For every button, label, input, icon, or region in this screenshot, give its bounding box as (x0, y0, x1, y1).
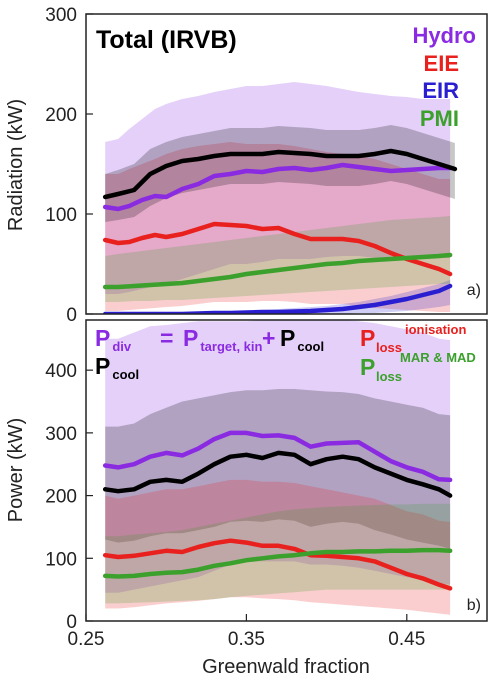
band-total-irvb (105, 125, 455, 222)
panel-a-lines (102, 148, 458, 314)
series-line-pmi (102, 252, 453, 290)
series-line-p-cool (102, 450, 453, 498)
legend-ploss-mar: P (360, 354, 375, 380)
legend-ploss-ionisation: P (360, 325, 375, 351)
legend-ploss-mar-sup: MAR & MAD (400, 350, 476, 365)
y-tick-label: 300 (45, 424, 77, 445)
panel-b-label: b) (467, 597, 481, 614)
panel-b: 0 100 200 300 400 0.25 0.35 0.45 b) Power (kW)… (5, 319, 488, 678)
y-tick-label: 100 (45, 205, 77, 226)
legend-eie: EIE (424, 51, 459, 76)
legend-ploss-mar-sub: loss (376, 369, 402, 384)
x-tick-label: 0.45 (388, 629, 425, 650)
panel-b-ylabel: Power (kW) (5, 418, 27, 522)
legend-plus: + (262, 325, 275, 351)
y-tick-label: 200 (45, 105, 77, 126)
y-tick-label: 300 (45, 5, 77, 26)
panel-a: 0 100 200 300 Total (IRVB) Hydro EIE EIR PM… (5, 5, 488, 326)
legend-hydro: Hydro (412, 23, 476, 48)
series-line-eie (102, 221, 453, 277)
y-tick-label: 100 (45, 549, 77, 570)
panel-a-frame (85, 13, 488, 315)
series-line-hydro (102, 162, 453, 212)
x-tick-label: 0.25 (68, 629, 105, 650)
panel-b-xticks: 0.25 0.35 0.45 (68, 614, 425, 650)
band-p-div (105, 320, 451, 593)
legend-ploss-ionisation-sup: ionisation (405, 322, 466, 337)
series-line-p-loss-ionisation (102, 538, 453, 591)
legend-ploss-ionisation-sub: loss (376, 340, 402, 355)
series-line-total-irvb (102, 148, 458, 200)
legend-eir: EIR (422, 78, 459, 103)
x-axis-label: Greenwald fraction (202, 656, 370, 678)
panel-b-frame (85, 319, 488, 622)
panel-a-title: Total (IRVB) (96, 26, 237, 54)
band-p-loss-mar-mad (105, 503, 451, 604)
y-tick-label: 0 (66, 305, 77, 326)
y-tick-label: 0 (66, 612, 77, 633)
series-line-p-loss-mar-mad (102, 547, 453, 579)
legend-equals: = (160, 325, 173, 351)
y-tick-label: 400 (45, 361, 77, 382)
series-line-p-div (102, 430, 453, 483)
legend-pmi: PMI (420, 106, 459, 131)
panel-b-yticks: 0 100 200 300 400 (45, 361, 93, 633)
series-line-eir (102, 283, 453, 314)
y-tick-label: 200 (45, 487, 77, 508)
band-p-cool (105, 389, 451, 549)
panel-a-ylabel: Radiation (kW) (5, 99, 27, 231)
panel-a-yticks: 0 100 200 300 (45, 5, 93, 326)
panel-a-label: a) (467, 282, 481, 299)
x-tick-label: 0.35 (228, 629, 265, 650)
panel-b-lines (102, 430, 453, 591)
